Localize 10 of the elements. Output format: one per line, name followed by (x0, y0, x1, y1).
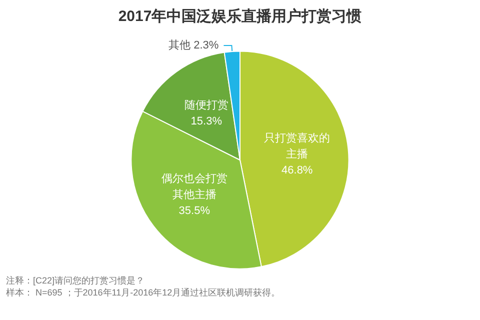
data-label: 15.3% (190, 115, 222, 128)
data-label: 46.8% (282, 164, 313, 176)
chart-title: 2017年中国泛娱乐直播用户打赏习惯 (118, 7, 362, 25)
data-label: 35.5% (178, 204, 210, 217)
slice-label: 只打赏喜欢的主播 (264, 131, 330, 160)
slice-label: 其他 2.3% (168, 38, 219, 52)
text: 注释：[C22]请问您的打赏习惯是？ (6, 276, 145, 286)
slice-label: 随便打赏 (184, 98, 228, 112)
slice-label: 偶尔也会打赏其他主播 (161, 172, 228, 201)
text: 样本： N=695 ；于2016年11月-2016年12月通过社区联机调研获得。 (6, 288, 280, 298)
